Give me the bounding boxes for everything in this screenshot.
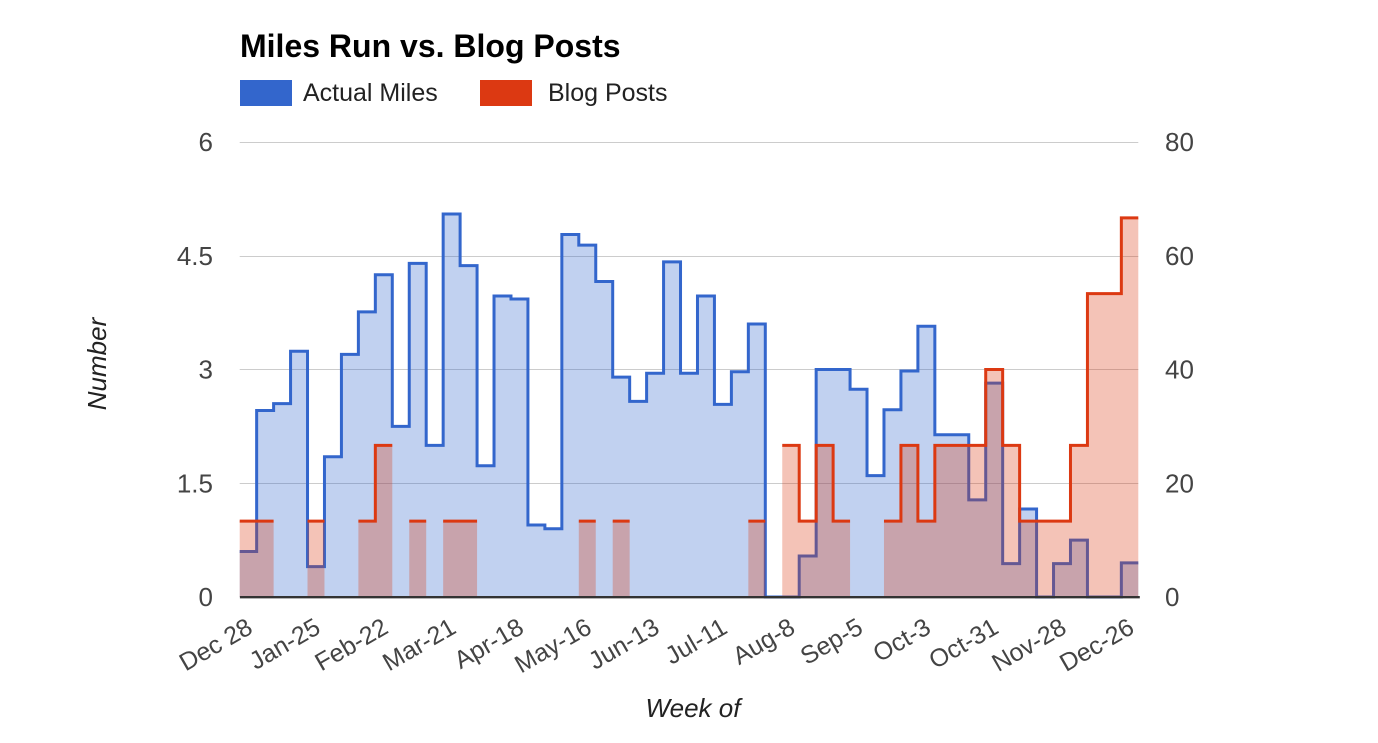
svg-text:3: 3 [199, 355, 213, 385]
svg-text:80: 80 [1165, 127, 1194, 157]
svg-text:0: 0 [199, 582, 213, 612]
svg-text:Miles Run vs. Blog Posts: Miles Run vs. Blog Posts [240, 28, 621, 64]
svg-text:Blog Posts: Blog Posts [548, 79, 668, 107]
svg-text:20: 20 [1165, 468, 1194, 498]
svg-text:4.5: 4.5 [177, 241, 213, 271]
svg-text:Number: Number [82, 316, 112, 410]
svg-text:60: 60 [1165, 241, 1194, 271]
svg-text:6: 6 [199, 127, 213, 157]
svg-text:0: 0 [1165, 582, 1179, 612]
svg-text:Actual Miles: Actual Miles [303, 79, 438, 107]
svg-text:1.5: 1.5 [177, 468, 213, 498]
svg-text:40: 40 [1165, 355, 1194, 385]
svg-text:Week of: Week of [646, 693, 744, 723]
